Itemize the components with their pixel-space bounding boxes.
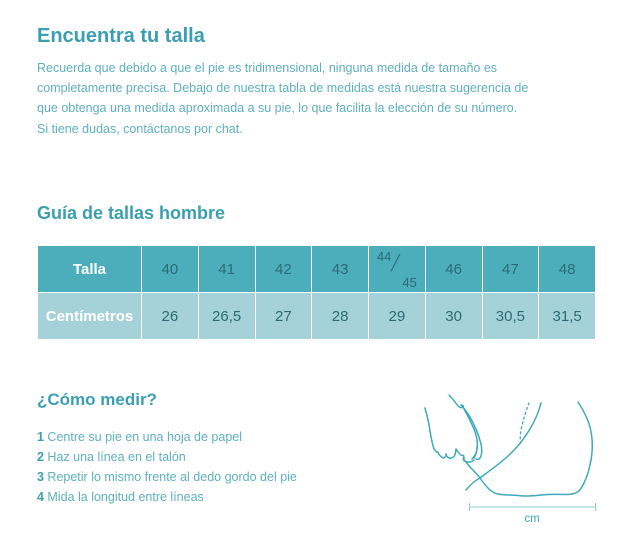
svg-text:cm: cm (524, 513, 539, 525)
